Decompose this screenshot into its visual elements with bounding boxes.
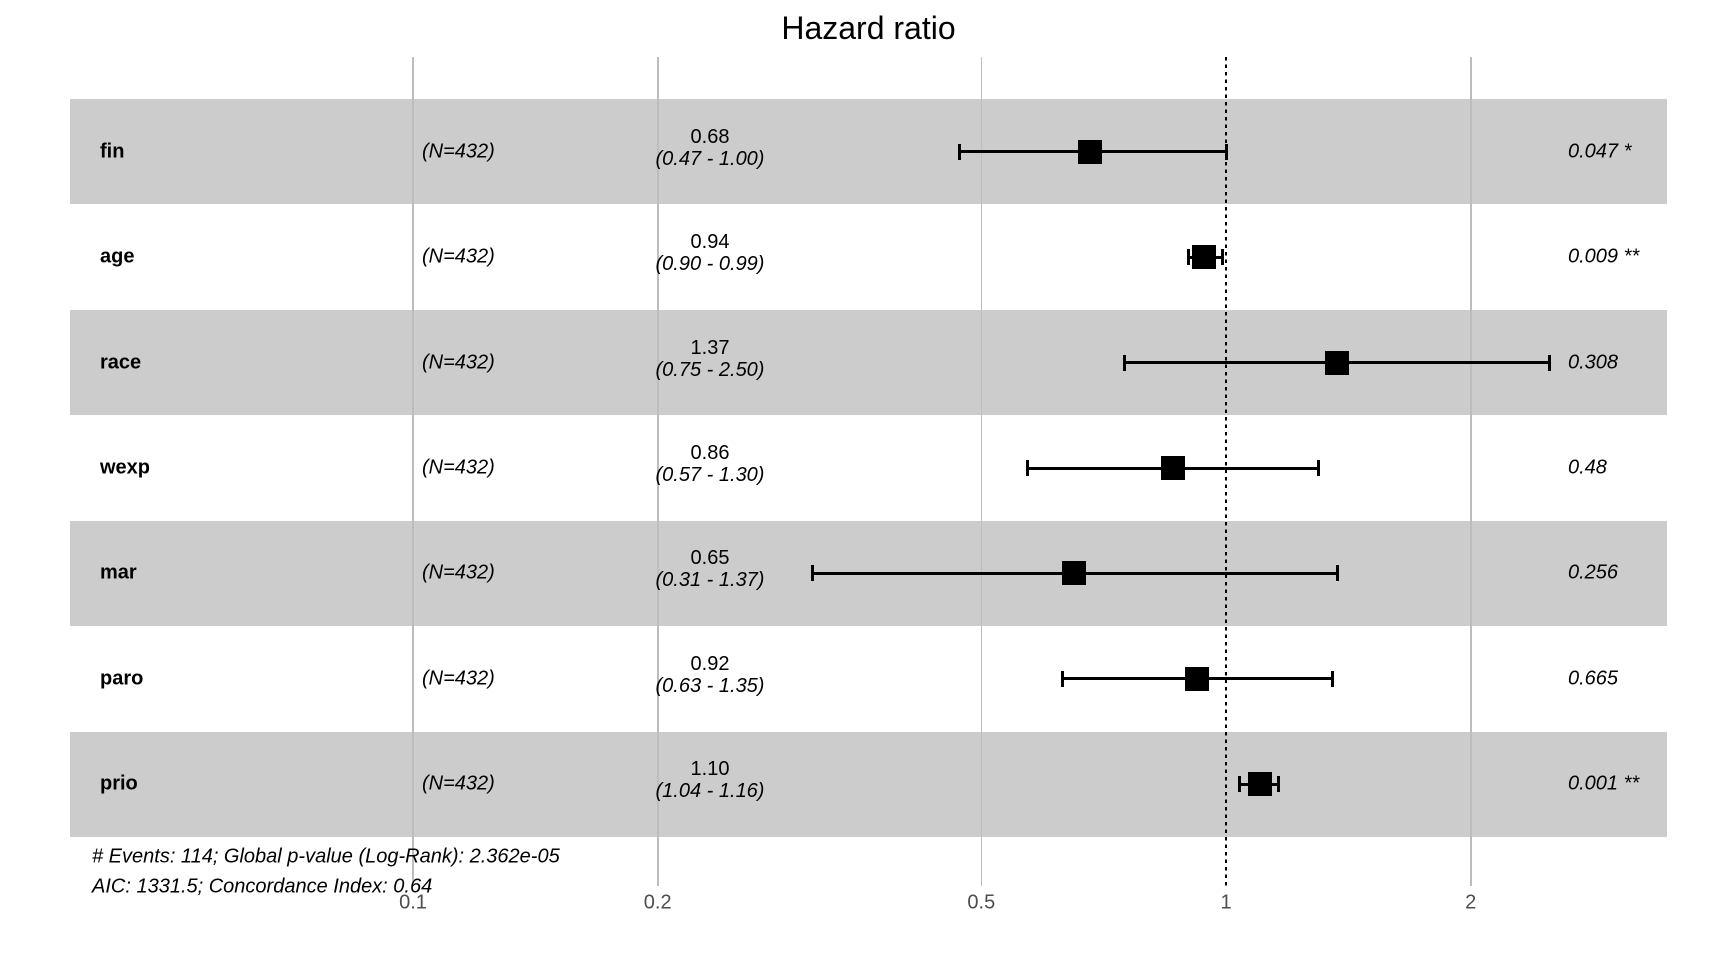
ci-cap-high: [1224, 143, 1228, 160]
ci-cap-high: [1317, 460, 1321, 476]
ci-label: (0.31 - 1.37): [655, 569, 765, 592]
p-value-label: 0.308: [1568, 351, 1619, 374]
n-label: (N=432): [422, 561, 495, 584]
gridline: [412, 57, 414, 886]
x-tick-label: 0.1: [399, 891, 427, 914]
ci-label: (0.47 - 1.00): [655, 147, 765, 170]
footer-line-2: AIC: 1331.5; Concordance Index: 0.64: [92, 875, 433, 898]
plot-title: Hazard ratio: [781, 10, 956, 46]
x-tick-label: 1: [1220, 891, 1232, 914]
estimate-marker: [1184, 666, 1209, 691]
n-label: (N=432): [422, 245, 495, 268]
ci-cap-low: [1238, 776, 1242, 793]
estimate-marker: [1061, 561, 1086, 586]
ci-cap-high: [1330, 670, 1334, 687]
estimate-block: 0.65 (0.31 - 1.37): [656, 547, 765, 591]
variable-label: mar: [100, 561, 137, 584]
p-value-label: 0.001 **: [1568, 772, 1640, 795]
p-value-label: 0.256: [1568, 561, 1619, 584]
x-tick-label: 0.5: [967, 891, 996, 914]
x-tick-label: 0.2: [643, 891, 672, 914]
ci-cap-low: [1122, 354, 1126, 371]
gridline: [980, 57, 982, 886]
estimate-marker: [1192, 245, 1217, 270]
estimate-label: 1.10: [690, 758, 730, 781]
gridline: [1470, 57, 1472, 886]
reference-line: [1224, 57, 1228, 886]
ci-label: (0.63 - 1.35): [655, 674, 765, 697]
ci-cap-low: [1061, 670, 1065, 687]
row-band: [70, 626, 1667, 731]
n-label: (N=432): [422, 351, 495, 374]
ci-cap-high: [1221, 249, 1224, 266]
footer-line-1: # Events: 114; Global p-value (Log-Rank)…: [92, 845, 560, 868]
p-value-label: 0.48: [1568, 456, 1607, 479]
ci-label: (1.04 - 1.16): [655, 780, 765, 803]
estimate-block: 0.94 (0.90 - 0.99): [656, 231, 765, 275]
variable-label: paro: [100, 667, 144, 690]
estimate-block: 0.92 (0.63 - 1.35): [656, 653, 765, 697]
ci-cap-low: [957, 143, 961, 160]
estimate-block: 0.68 (0.47 - 1.00): [656, 126, 765, 170]
estimate-label: 0.86: [690, 442, 730, 464]
estimate-label: 0.94: [690, 231, 730, 254]
estimate-marker: [1247, 772, 1272, 797]
ci-cap-high: [1548, 354, 1551, 371]
estimate-block: 1.10 (1.04 - 1.16): [656, 758, 765, 802]
ci-cap-high: [1335, 565, 1339, 582]
estimate-label: 1.37: [690, 336, 730, 359]
estimate-label: 0.65: [690, 547, 730, 570]
ci-cap-low: [1187, 249, 1191, 266]
n-label: (N=432): [422, 667, 495, 690]
row-band: [70, 204, 1667, 309]
variable-label: fin: [100, 140, 125, 163]
ci-label: (0.75 - 2.50): [655, 358, 765, 381]
ci-cap-low: [811, 565, 814, 582]
ci-label: (0.90 - 0.99): [655, 253, 765, 276]
n-label: (N=432): [422, 772, 495, 795]
estimate-marker: [1077, 139, 1102, 164]
variable-label: prio: [100, 772, 138, 795]
p-value-label: 0.009 **: [1568, 245, 1640, 268]
variable-label: age: [100, 245, 135, 268]
p-value-label: 0.665: [1568, 667, 1619, 690]
x-tick-label: 2: [1465, 891, 1477, 914]
estimate-label: 0.68: [690, 125, 730, 148]
row-band: [70, 99, 1667, 205]
p-value-label: 0.047 *: [1568, 140, 1632, 163]
estimate-block: 1.37 (0.75 - 2.50): [656, 337, 765, 381]
row-band: [70, 415, 1667, 520]
gridline: [657, 57, 659, 886]
estimate-marker: [1160, 456, 1185, 480]
estimate-label: 0.92: [690, 652, 730, 675]
estimate-marker: [1325, 350, 1350, 375]
n-label: (N=432): [422, 456, 495, 479]
n-label: (N=432): [422, 140, 495, 163]
estimate-block: 0.86 (0.57 - 1.30): [656, 442, 765, 486]
ci-cap-high: [1276, 776, 1280, 793]
variable-label: wexp: [100, 456, 151, 479]
ci-cap-low: [1026, 460, 1029, 476]
variable-label: race: [100, 351, 142, 374]
row-band: [70, 731, 1667, 837]
ci-label: (0.57 - 1.30): [655, 464, 765, 486]
